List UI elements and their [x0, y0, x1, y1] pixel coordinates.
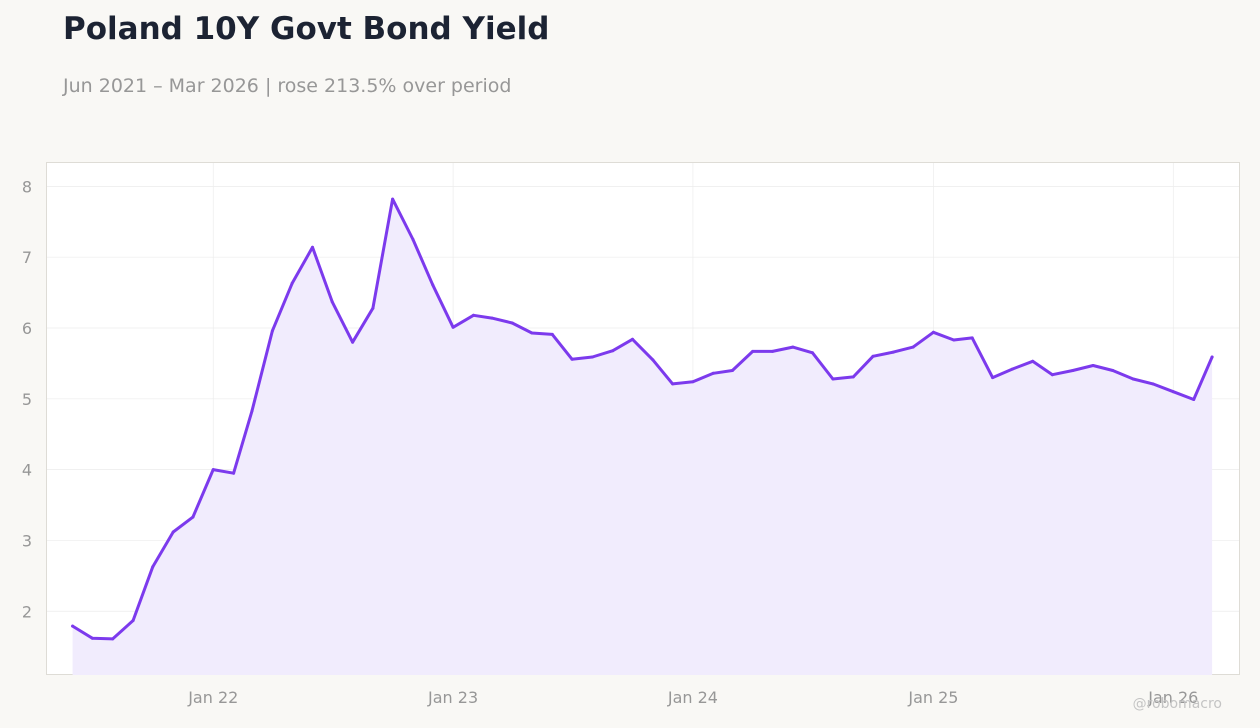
data-point [771, 349, 774, 353]
watermark: @robomacro [1132, 696, 1222, 712]
data-point [90, 636, 94, 640]
y-tick-label: 8 [22, 177, 32, 196]
data-point [811, 351, 814, 355]
data-point [1091, 364, 1095, 367]
data-point [351, 340, 355, 344]
data-point [831, 377, 835, 381]
data-point [1031, 359, 1035, 363]
data-point [631, 337, 634, 341]
data-point [191, 515, 195, 519]
data-point [952, 338, 956, 342]
x-tick-label: Jan 23 [427, 688, 478, 707]
data-point [651, 358, 655, 362]
data-point [510, 321, 514, 325]
data-point [490, 316, 494, 320]
data-point [211, 468, 215, 472]
x-tick-label: Jan 25 [907, 688, 958, 707]
series-points [71, 197, 1214, 641]
y-tick-label: 5 [22, 390, 32, 409]
data-point [590, 355, 594, 359]
y-tick-label: 4 [22, 461, 32, 480]
data-point [1192, 398, 1196, 401]
data-point [411, 238, 415, 241]
y-tick-label: 7 [22, 248, 32, 267]
data-point [431, 283, 435, 287]
data-point [751, 349, 755, 353]
y-tick-label: 3 [22, 531, 32, 550]
data-point [131, 619, 135, 622]
data-point [711, 371, 715, 375]
chart-subtitle: Jun 2021 – Mar 2026 | rose 213.5% over p… [63, 75, 512, 97]
data-point [931, 330, 935, 334]
data-point [570, 357, 574, 361]
x-tick-label: Jan 22 [187, 688, 238, 707]
data-point [71, 624, 75, 628]
data-point [991, 376, 995, 380]
data-point [691, 380, 695, 384]
data-point [391, 197, 395, 201]
data-point [671, 382, 675, 386]
series-area [72, 199, 1213, 675]
data-point [270, 329, 274, 333]
data-point [530, 331, 534, 335]
data-point [871, 354, 875, 358]
data-point [232, 471, 236, 475]
data-point [851, 375, 855, 379]
data-point [1111, 369, 1115, 372]
data-point [330, 300, 334, 304]
y-axis-ticks: 2 3 4 5 6 7 8 [22, 177, 32, 621]
data-point [472, 313, 475, 317]
data-point [970, 336, 974, 340]
data-point [1171, 390, 1175, 394]
data-point [1131, 377, 1135, 381]
data-point [791, 345, 795, 349]
data-point [891, 350, 895, 354]
data-point [451, 325, 455, 329]
data-point [290, 281, 294, 285]
data-point [1071, 369, 1075, 372]
data-point [1210, 355, 1214, 359]
data-point [1050, 373, 1054, 377]
x-tick-label: Jan 24 [667, 688, 718, 707]
data-point [111, 637, 115, 641]
data-point [1010, 367, 1014, 371]
data-point [611, 349, 615, 353]
data-point [311, 245, 314, 249]
x-axis-ticks: Jan 22 Jan 23 Jan 24 Jan 25 Jan 26 [187, 688, 1198, 707]
data-point [911, 345, 915, 349]
y-tick-label: 6 [22, 319, 32, 338]
y-tick-label: 2 [22, 602, 32, 621]
data-point [550, 332, 554, 336]
x-tick-label: Jan 26 [1147, 688, 1198, 707]
data-point [730, 369, 734, 372]
data-point [250, 409, 254, 413]
series-line [71, 197, 1214, 641]
data-point [1151, 382, 1155, 386]
data-point [371, 306, 375, 310]
data-point [171, 530, 175, 534]
data-point [151, 565, 155, 569]
chart-title: Poland 10Y Govt Bond Yield [63, 11, 550, 47]
